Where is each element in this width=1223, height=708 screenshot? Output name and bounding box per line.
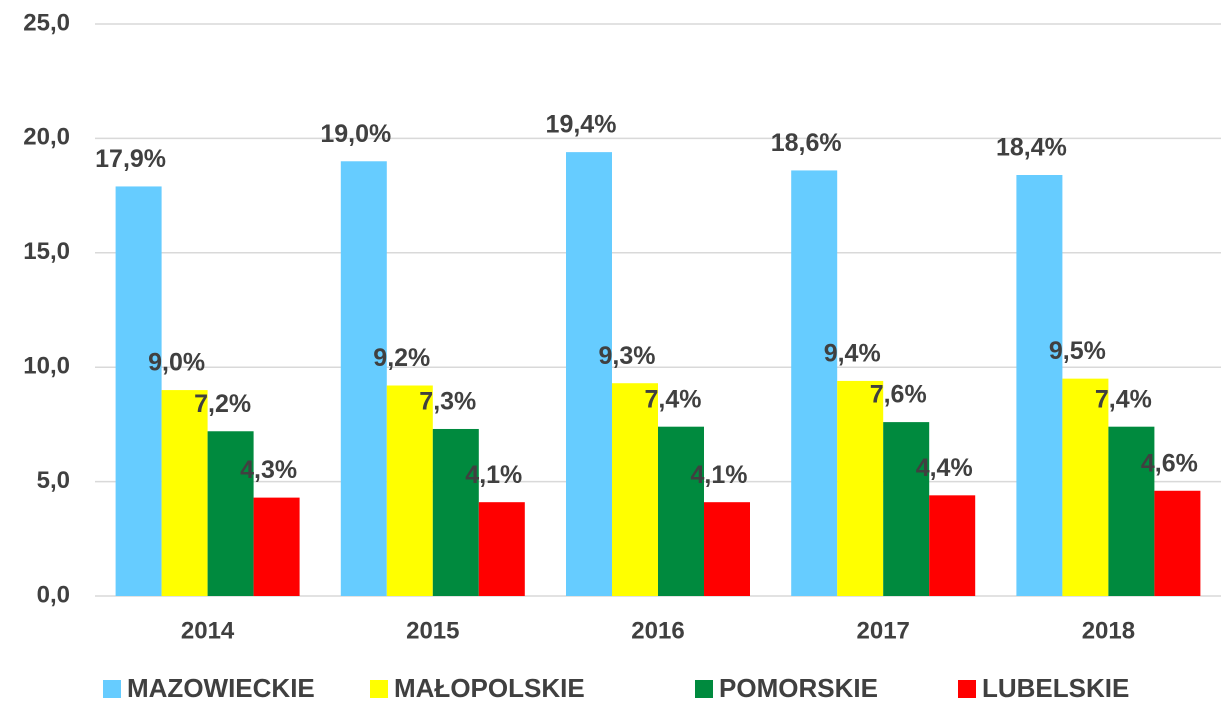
bar — [115, 186, 162, 596]
bar — [340, 161, 387, 596]
y-tick-label: 5,0 — [37, 467, 70, 494]
x-tick-label: 2017 — [857, 617, 910, 644]
bar — [658, 426, 704, 596]
y-tick-label: 20,0 — [23, 124, 70, 151]
bar — [1016, 175, 1063, 596]
x-tick-label: 2014 — [181, 617, 235, 644]
legend-swatch — [958, 680, 976, 698]
legend-swatch — [370, 680, 388, 698]
data-label: 7,3% — [419, 388, 476, 416]
data-label: 9,4% — [824, 340, 881, 368]
legend-label: MAŁOPOLSKIE — [394, 673, 585, 703]
data-label: 7,4% — [645, 385, 702, 413]
bar — [929, 495, 976, 596]
data-label: 9,3% — [599, 342, 656, 370]
data-label: 17,9% — [95, 145, 166, 173]
bar — [478, 502, 525, 596]
bar — [704, 502, 750, 596]
legend-swatch — [695, 680, 713, 698]
data-label: 9,5% — [1049, 337, 1106, 365]
data-label: 18,4% — [996, 134, 1067, 162]
y-tick-label: 0,0 — [37, 581, 70, 608]
y-tick-label: 15,0 — [23, 238, 70, 265]
bar — [432, 428, 479, 596]
legend-label: LUBELSKIE — [982, 673, 1129, 703]
bar — [883, 422, 930, 596]
bar — [207, 431, 254, 596]
y-tick-label: 10,0 — [23, 353, 70, 380]
data-label: 19,0% — [320, 120, 391, 148]
data-label: 19,4% — [546, 111, 617, 139]
bar — [161, 390, 208, 596]
data-label: 18,6% — [771, 129, 842, 157]
data-label: 9,2% — [373, 344, 430, 372]
data-label: 7,4% — [1095, 385, 1152, 413]
data-label: 4,3% — [240, 456, 297, 484]
x-tick-label: 2016 — [631, 617, 684, 644]
legend-label: POMORSKIE — [719, 673, 878, 703]
bar — [791, 170, 838, 596]
bar — [1062, 378, 1109, 596]
data-label: 9,0% — [148, 349, 205, 377]
data-label: 4,6% — [1141, 449, 1198, 477]
bar — [837, 380, 884, 596]
bar — [386, 385, 433, 596]
x-tick-label: 2015 — [406, 617, 459, 644]
data-label: 7,2% — [194, 390, 251, 418]
bar — [612, 383, 658, 596]
legend-swatch — [103, 680, 121, 698]
legend-label: MAZOWIECKIE — [127, 673, 315, 703]
data-label: 4,1% — [691, 461, 748, 489]
data-label: 4,1% — [465, 461, 522, 489]
bar — [1154, 490, 1201, 596]
data-label: 7,6% — [870, 381, 927, 409]
bar — [1108, 426, 1155, 596]
bar — [566, 152, 612, 597]
x-tick-label: 2018 — [1082, 617, 1135, 644]
data-label: 4,4% — [916, 454, 973, 482]
y-tick-label: 25,0 — [23, 9, 70, 36]
bar — [253, 497, 300, 596]
